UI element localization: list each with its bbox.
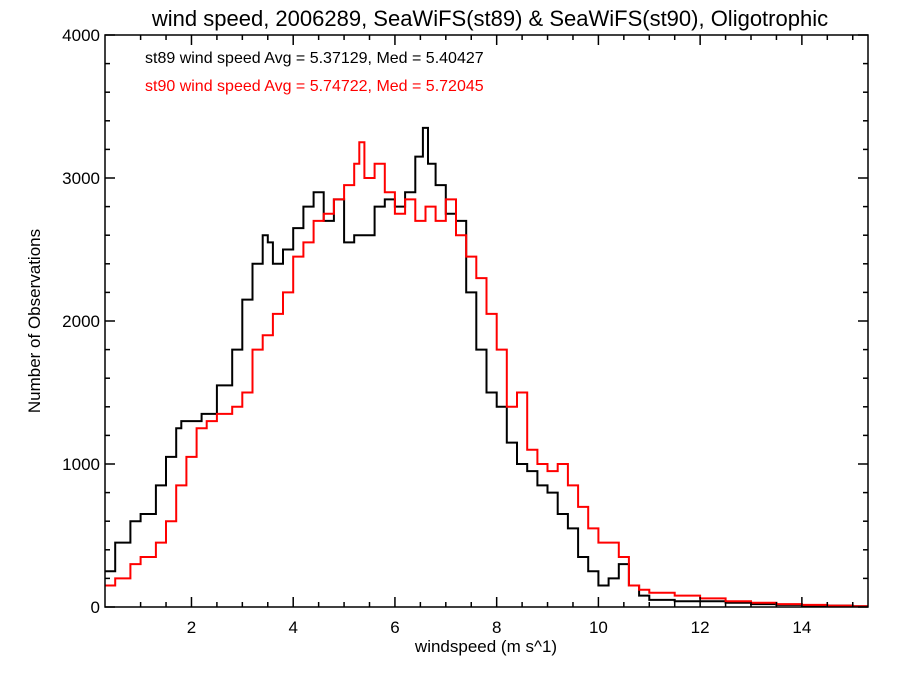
x-tick-label: 10 xyxy=(589,618,608,637)
y-tick-label: 0 xyxy=(91,598,100,617)
y-axis-label: Number of Observations xyxy=(25,229,44,413)
legend-entry-st89: st89 wind speed Avg = 5.37129, Med = 5.4… xyxy=(145,50,484,67)
x-tick-label: 6 xyxy=(390,618,399,637)
plot-series-group xyxy=(105,126,868,608)
y-tick-label: 2000 xyxy=(62,312,100,331)
y-tick-label: 3000 xyxy=(62,169,100,188)
x-tick-label: 14 xyxy=(792,618,811,637)
x-tick-label: 2 xyxy=(187,618,196,637)
series-line-st89 xyxy=(105,126,868,608)
x-tick-label: 8 xyxy=(492,618,501,637)
axis-ticks-group: 2 4 6 8 10 12 14 0 1000 2000 3000 4000 xyxy=(62,26,868,637)
x-tick-label: 12 xyxy=(691,618,710,637)
x-tick-label: 4 xyxy=(288,618,297,637)
legend-entry-st90: st90 wind speed Avg = 5.74722, Med = 5.7… xyxy=(145,78,484,95)
y-tick-label: 4000 xyxy=(62,26,100,45)
x-axis-label: windspeed (m s^1) xyxy=(414,637,557,656)
chart-title: wind speed, 2006289, SeaWiFS(st89) & Sea… xyxy=(151,6,828,31)
y-tick-label: 1000 xyxy=(62,455,100,474)
series-line-st90 xyxy=(105,141,868,608)
